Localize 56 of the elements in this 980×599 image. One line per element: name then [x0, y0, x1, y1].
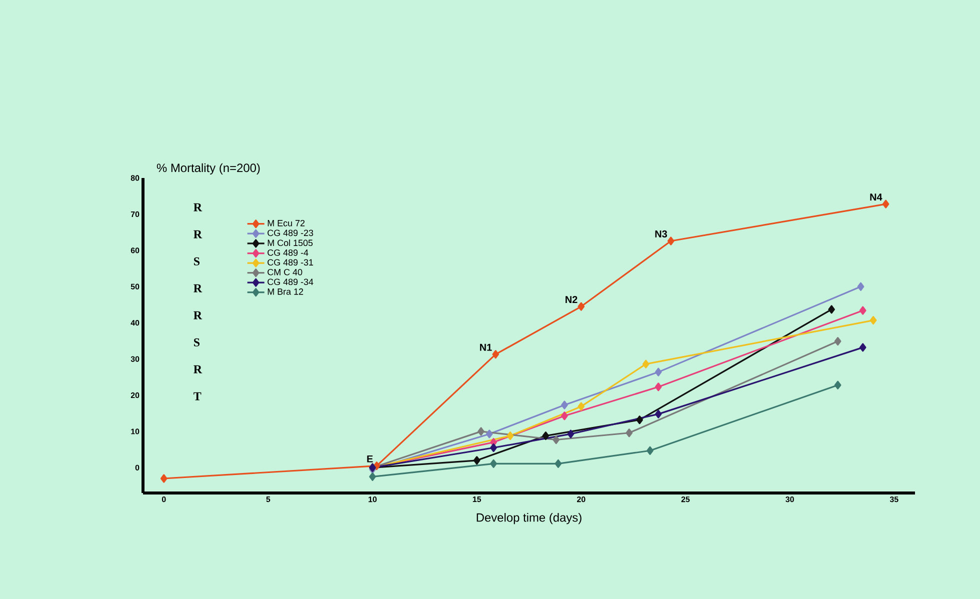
point [506, 431, 514, 440]
legend-label: M Col 1505 [268, 239, 313, 246]
legend-label: M Ecu 72 [268, 220, 305, 226]
point [859, 306, 866, 315]
point [870, 316, 877, 325]
point [160, 474, 168, 483]
point [486, 430, 493, 438]
legend-label: CG 489 -23 [268, 230, 314, 236]
point [567, 430, 574, 438]
annotation: S [194, 338, 200, 346]
point [490, 443, 497, 452]
legend-label: CM C 40 [268, 268, 302, 276]
annotation: N3 [655, 230, 668, 238]
annotation: N1 [480, 344, 492, 351]
legend-label: CG 489 -31 [268, 259, 314, 266]
point [542, 431, 550, 440]
point [834, 336, 842, 346]
annotation: R [194, 203, 202, 212]
annotation: R [194, 284, 202, 292]
point [828, 305, 835, 314]
legend-label: CG 489 -34 [268, 278, 314, 286]
point [654, 368, 662, 376]
point [667, 236, 674, 246]
point [492, 350, 500, 359]
point [490, 459, 497, 468]
point [561, 412, 568, 420]
y-axis-title: % Mortality (n=200) [156, 163, 260, 174]
point [578, 302, 585, 311]
legend-label: CG 489 -4 [268, 249, 308, 256]
point [473, 456, 480, 465]
point [554, 459, 562, 468]
annotation: T [194, 392, 202, 400]
annotation: E [367, 455, 373, 462]
annotation: R [194, 311, 202, 320]
annotation: R [194, 365, 202, 374]
point [654, 410, 662, 418]
point [578, 402, 585, 411]
point [646, 446, 654, 455]
x-axis-title: Develop time (days) [476, 512, 582, 524]
point [654, 382, 662, 392]
point [552, 435, 560, 444]
point [636, 416, 644, 424]
point [478, 427, 484, 436]
point [369, 472, 376, 481]
point [834, 380, 842, 390]
legend-label: M Bra 12 [268, 288, 304, 295]
point [561, 400, 568, 410]
annotation: N4 [870, 194, 882, 201]
point [857, 282, 864, 291]
annotation: N2 [566, 296, 578, 303]
annotation: R [194, 230, 202, 238]
point [642, 360, 650, 368]
point [859, 343, 866, 352]
point [626, 428, 633, 438]
point [882, 200, 890, 208]
annotation: S [194, 257, 200, 266]
